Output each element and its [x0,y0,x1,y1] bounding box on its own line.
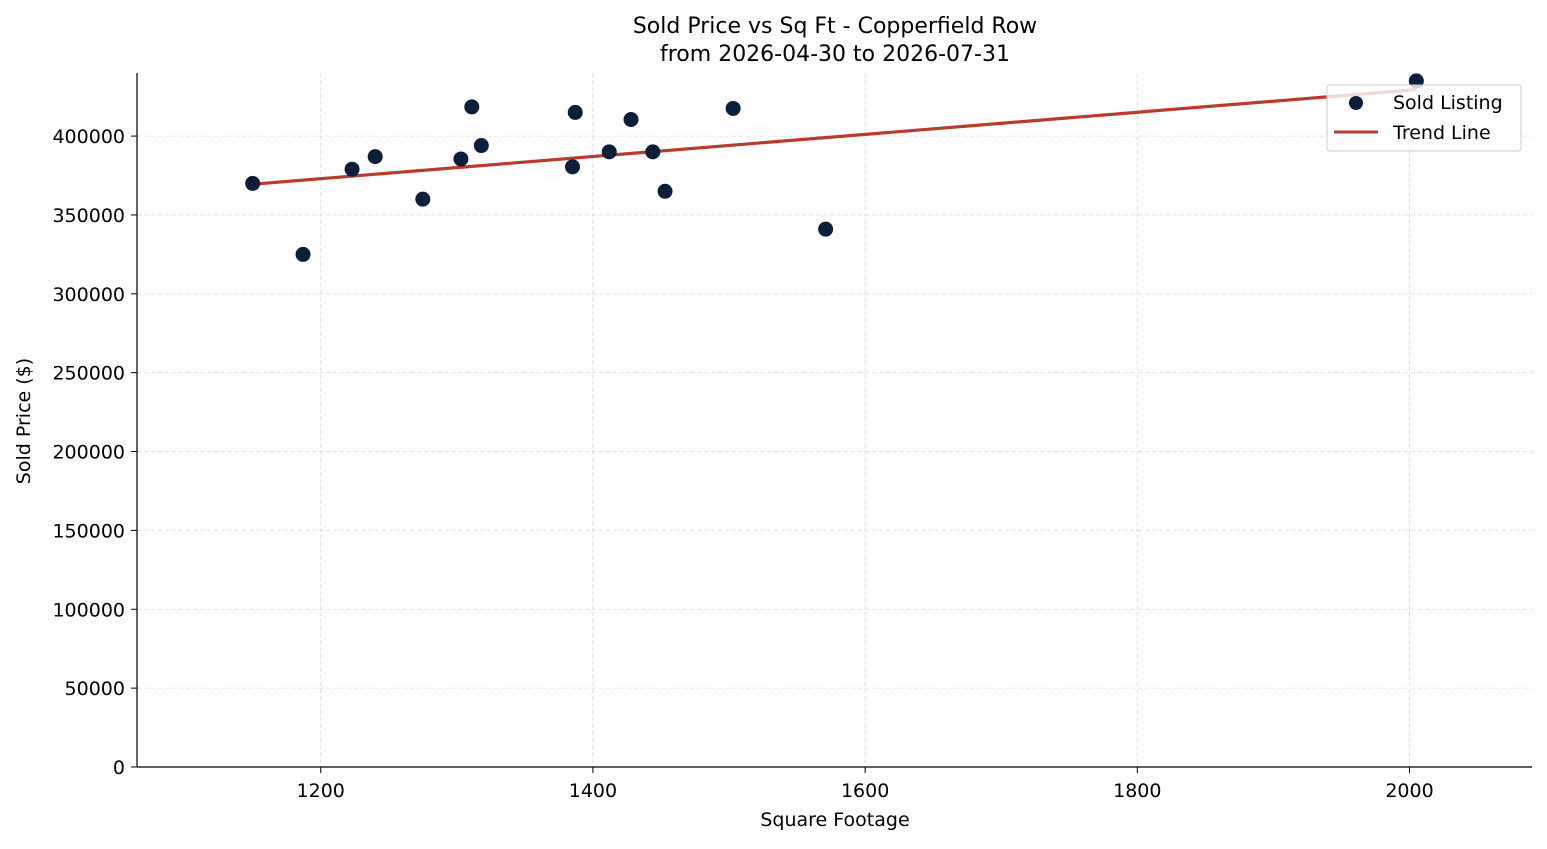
y-tick-label: 0 [113,757,125,779]
axes [136,73,1532,768]
scatter-points [245,73,1424,262]
scatter-point [367,149,383,165]
x-tick-label: 2000 [1385,780,1433,802]
x-tick-label: 1600 [841,780,889,802]
legend-label-line: Trend Line [1392,122,1491,144]
legend-box [1326,84,1522,152]
scatter-point [623,112,639,128]
scatter-point [657,183,673,199]
scatter-point [565,159,581,175]
chart-title: Sold Price vs Sq Ft - Copperfield Row [633,14,1037,39]
scatter-point [245,175,261,191]
scatter-point [295,246,311,262]
scatter-point [344,161,360,177]
y-tick-label: 400000 [52,126,125,148]
y-tick-label: 350000 [52,205,125,227]
chart-subtitle: from 2026-04-30 to 2026-07-31 [660,42,1010,67]
y-tick-label: 200000 [52,442,125,464]
x-axis-label: Square Footage [760,809,909,831]
scatter-point [645,144,661,160]
scatter-point [725,100,741,116]
y-tick-label: 50000 [65,678,125,700]
legend-marker-scatter [1349,96,1363,110]
scatter-point [453,151,469,167]
x-ticks: 1200 1400 1600 1800 2000 [297,767,1434,802]
scatter-point [473,138,489,154]
scatter-point [464,99,480,115]
scatter-point [415,191,431,207]
x-tick-label: 1800 [1113,780,1161,802]
y-tick-label: 300000 [52,284,125,306]
legend-label-scatter: Sold Listing [1393,92,1503,114]
scatter-point [818,221,834,237]
y-tick-label: 150000 [52,520,125,542]
scatter-point [601,144,617,160]
grid [137,73,1532,767]
x-tick-label: 1200 [297,780,345,802]
y-axis-label: Sold Price ($) [13,358,35,484]
x-tick-label: 1400 [569,780,617,802]
legend: Sold Listing Trend Line [1326,84,1522,152]
scatter-point [567,104,583,120]
y-ticks: 0 50000 100000 150000 200000 250000 300000 3500… [52,126,137,779]
trend-line-layer [252,87,1417,186]
y-tick-label: 100000 [52,599,125,621]
trend-line-segment [252,87,1417,186]
y-tick-label: 250000 [52,363,125,385]
